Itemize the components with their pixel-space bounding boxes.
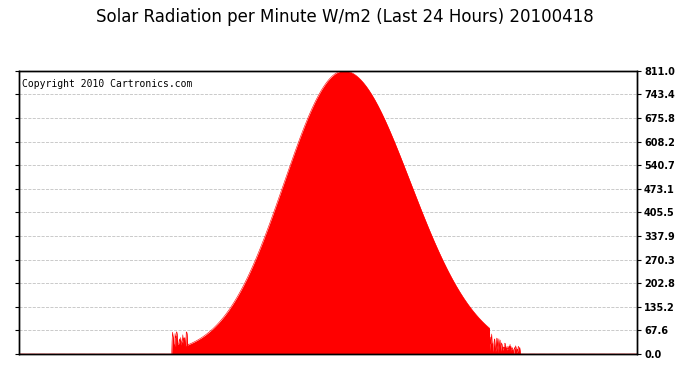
Text: Copyright 2010 Cartronics.com: Copyright 2010 Cartronics.com xyxy=(22,79,193,89)
Text: Solar Radiation per Minute W/m2 (Last 24 Hours) 20100418: Solar Radiation per Minute W/m2 (Last 24… xyxy=(96,8,594,26)
